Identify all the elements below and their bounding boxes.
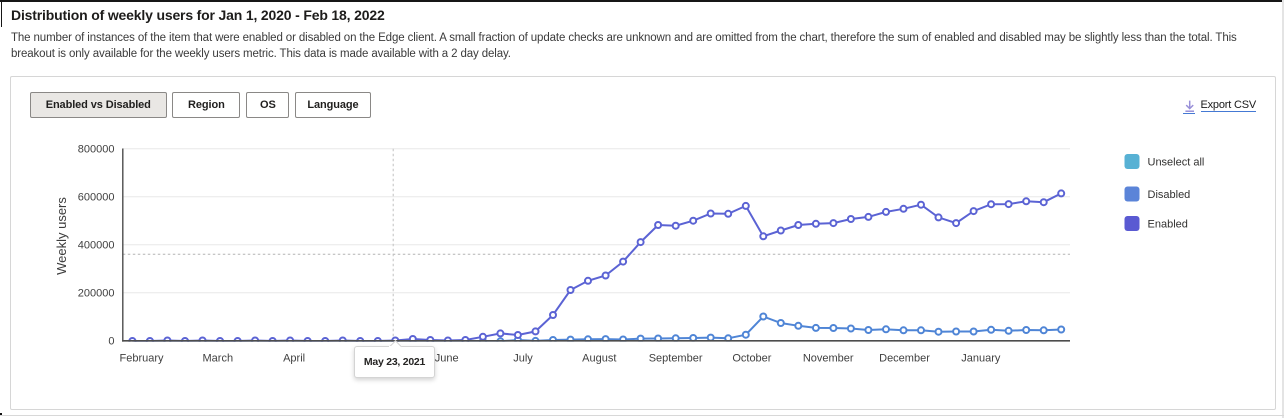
svg-text:April: April	[283, 353, 305, 365]
svg-text:June: June	[435, 353, 459, 365]
svg-text:600000: 600000	[78, 192, 115, 204]
svg-text:November: November	[803, 353, 854, 365]
svg-text:Unselect all: Unselect all	[1148, 157, 1205, 169]
svg-text:September: September	[649, 353, 703, 365]
svg-text:July: July	[513, 353, 533, 365]
svg-text:January: January	[961, 353, 1001, 365]
svg-text:October: October	[732, 353, 771, 365]
svg-text:Weekly users: Weekly users	[54, 197, 69, 275]
svg-text:0: 0	[108, 336, 114, 348]
svg-text:February: February	[119, 353, 164, 365]
svg-text:Enabled: Enabled	[1148, 219, 1188, 231]
svg-text:800000: 800000	[78, 144, 115, 156]
svg-text:Disabled: Disabled	[1148, 189, 1191, 201]
svg-text:December: December	[879, 353, 930, 365]
svg-text:400000: 400000	[78, 240, 115, 252]
svg-text:August: August	[582, 353, 616, 365]
svg-text:March: March	[203, 353, 234, 365]
svg-text:200000: 200000	[78, 288, 115, 300]
